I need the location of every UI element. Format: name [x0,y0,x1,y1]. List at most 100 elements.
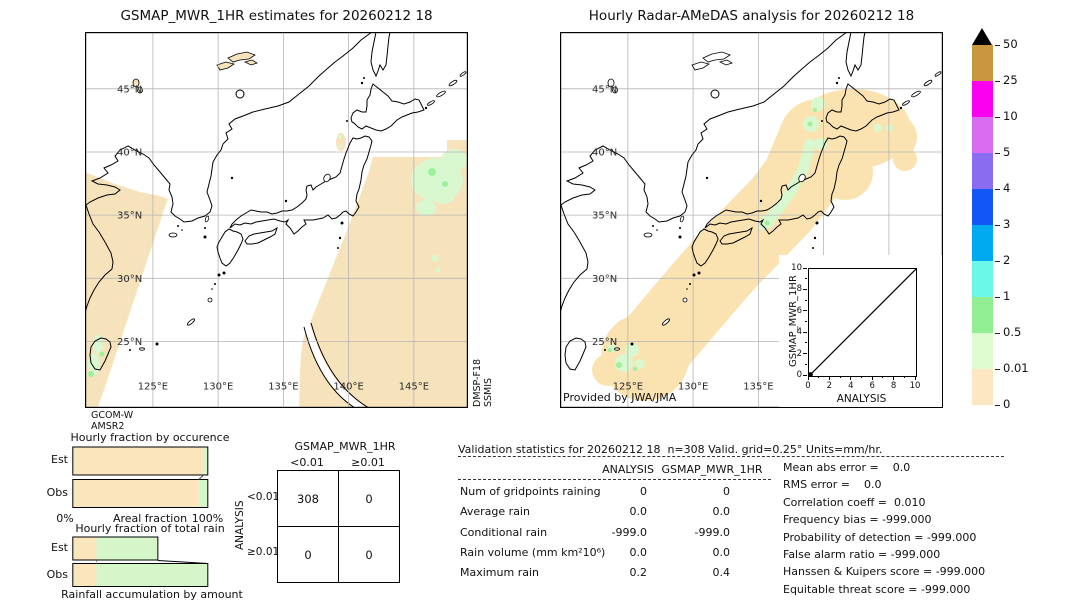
inset-x-label: ANALYSIS [836,393,887,405]
inset-x-tick [839,376,841,378]
colorbar-tick [995,152,1000,154]
inset-y-tick-label: 2 [796,348,802,359]
bar-outline [72,563,209,587]
contingency-cell: 0 [365,547,373,562]
colorbar-tick [995,44,1000,46]
inset-y-tick-label: 8 [796,284,802,295]
colorbar-tick [995,188,1000,190]
occurrence-chart-title: Hourly fraction by occurence [70,431,230,444]
sensor-footnote-line: GCOM-W [91,410,134,421]
inset-x-tick [882,376,884,378]
contingency-col-label: <0.01 [290,456,324,469]
one-to-one-line [808,268,917,377]
colorbar-segment [972,45,993,81]
inset-y-tick [803,310,807,312]
colorbar-tick [995,332,1000,334]
left-map: 45°N 40°N 35°N 30°N 25°N 125°E 130°E 135… [85,32,468,408]
lat-tick: 25°N [117,337,142,348]
total-rain-chart-title: Hourly fraction of total rain [75,522,225,535]
inset-x-tick [850,376,852,380]
occurrence-x-max: 100% [191,512,224,525]
lat-tick: 40°N [592,148,617,159]
lat-tick: 45°N [117,84,142,95]
occurrence-bars [72,446,209,508]
colorbar-tick [995,368,1000,370]
lat-tick: 40°N [117,148,142,159]
validation-row-label: Average rain [460,505,530,519]
inset-x-tick [903,376,905,378]
colorbar-tick-label: 25 [1003,73,1018,87]
contingency-row-axis: ANALYSIS [234,500,246,551]
origin-cluster-marker [808,372,813,377]
sensor-side-label: SSMIS [483,377,494,407]
divider-dashed [458,479,771,480]
lat-tick: 30°N [592,274,617,285]
lat-tick: 35°N [592,211,617,222]
colorbar-tick [995,296,1000,298]
lon-tick: 135°E [268,382,298,393]
validation-score-line: Frequency bias = -999.000 [783,513,932,527]
colorbar-tick [995,116,1000,118]
bar-rain [203,447,208,475]
bar-outline [72,479,209,508]
total-rain-row-label: Est [51,541,68,554]
validation-analysis-value: 0.0 [629,545,648,559]
lon-tick: 140°E [333,382,363,393]
occurrence-x-min: 0% [56,512,74,525]
colorbar-tick-label: 0.01 [1003,361,1029,375]
inset-axes [808,268,917,377]
total-rain-row-label: Obs [46,568,68,581]
colorbar-tick-label: 0 [1003,397,1011,411]
colorbar-segment [972,261,993,297]
colorbar-tick-label: 1 [1003,289,1011,303]
lon-tick: 130°E [678,382,708,393]
bar-outline [72,536,159,561]
inset-y-tick-label: 10 [791,263,802,273]
occurrence-row-label: Obs [46,486,68,499]
contingency-cell: 308 [297,491,319,506]
right-map: 45°N 40°N 35°N 30°N 25°N 125°E 130°E 135… [560,32,943,408]
bar-light-rain [72,563,97,587]
validation-row-label: Maximum rain [460,566,539,580]
validation-row-label: Conditional rain [460,525,548,539]
colorbar-tick [995,404,1000,406]
colorbar-segment [972,189,993,225]
left-map-light-rain [88,135,467,377]
right-map-title: Hourly Radar-AMeDAS analysis for 2026021… [588,8,915,24]
inset-y-tick [805,342,807,344]
inset-x-tick-label: 8 [890,381,897,391]
validation-score-line: Correlation coeff = 0.010 [783,495,926,509]
inset-x-tick [828,376,830,380]
validation-score-line: Probability of detection = -999.000 [783,530,977,544]
colorbar-segment [972,333,993,369]
validation-score-line: Mean abs error = 0.0 [783,461,911,474]
sensor-footnote: GCOM-W AMSR2 [91,410,133,432]
sensor-side-label: DMSP-F18 [472,358,483,407]
colorbar-tick-label: 4 [1003,181,1011,195]
divider-dashed [458,456,1004,457]
contingency-row-label: <0.01 [247,491,280,503]
validation-score-line: False alarm ratio = -999.000 [783,548,941,562]
validation-row: Average rain 0.0 0.0 [458,502,778,522]
inset-y-tick-label: 6 [796,305,802,316]
inset-x-tick-label: 4 [848,381,854,391]
map-frame [560,32,943,408]
contingency-row-label: ≥0.01 [247,546,280,558]
validation-analysis-value: -999.0 [611,525,647,539]
lat-tick: 30°N [117,274,142,285]
contingency-cell: 0 [365,491,373,506]
colorbar-tick [995,260,1000,262]
inset-x-tick [861,376,862,378]
validation-gsmap-value: 0.4 [712,566,731,580]
bar-heavy-rain [96,563,208,587]
contingency-title: GSMAP_MWR_1HR [294,440,396,453]
total-rain-bars [72,536,209,587]
contingency-table: 308 0 0 0 [277,470,400,583]
left-map-title: GSMAP_MWR_1HR estimates for 20260212 18 [120,8,433,24]
colorbar-segment [972,153,993,189]
inset-x-tick [818,376,820,378]
validation-row: Conditional rain -999.0 -999.0 [458,523,778,543]
left-map-swaths [85,133,468,408]
validation-score-line: Equitable threat score = -999.000 [783,582,971,596]
validation-score-line: Hanssen & Kuipers score = -999.000 [783,565,986,579]
